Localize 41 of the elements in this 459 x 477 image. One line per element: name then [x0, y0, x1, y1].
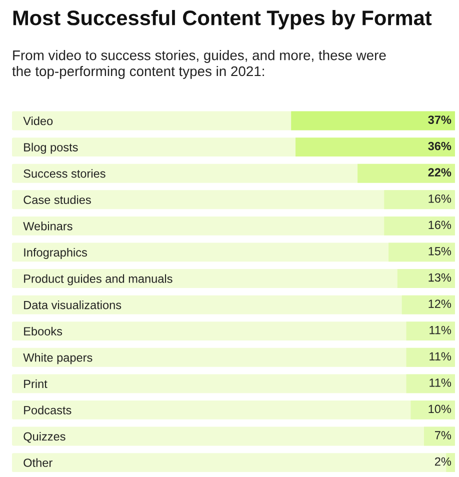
bar	[406, 322, 455, 341]
chart-title: Most Successful Content Types by Format	[13, 10, 432, 30]
bar	[384, 190, 455, 210]
bar	[384, 216, 455, 236]
data-label: 37%	[428, 116, 452, 124]
bar	[388, 242, 455, 262]
data-label: 13%	[428, 273, 452, 282]
data-label: 16%	[428, 220, 452, 230]
y-tick-label: Quizzes	[24, 432, 66, 443]
data-label: 15%	[428, 247, 452, 256]
y-tick-label: Webinars	[23, 222, 72, 230]
y-tick-label: Success stories	[24, 169, 106, 178]
y-tick-label: Ebooks	[24, 326, 62, 336]
y-tick-label: Product guides and manuals	[24, 274, 172, 286]
data-label: 36%	[428, 142, 452, 150]
bar	[402, 295, 455, 314]
bar	[406, 348, 455, 367]
y-tick-label: Data visualizations	[24, 300, 122, 310]
bar	[358, 164, 455, 183]
y-tick-label: Infographics	[24, 248, 87, 259]
y-tick-label: White papers	[23, 353, 92, 364]
data-label: 7%	[435, 431, 452, 440]
y-tick-label: Video	[23, 116, 53, 126]
y-tick-label: Other	[24, 458, 52, 467]
data-label: 11%	[430, 378, 452, 387]
data-label: 10%	[428, 404, 452, 414]
data-label: 11%	[430, 352, 452, 361]
bar	[410, 400, 455, 420]
y-tick-label: Blog posts	[24, 142, 78, 154]
y-tick-label: Podcasts	[24, 406, 72, 414]
y-tick-label: Case studies	[24, 195, 91, 204]
chart-subtitle: From video to success stories, guides, and more, these were the top-performing content types in 2021:	[12, 50, 386, 79]
data-label: 2%	[434, 457, 452, 466]
bar	[424, 426, 455, 446]
data-label: 11%	[430, 326, 452, 334]
bar	[397, 269, 455, 288]
data-label: 16%	[428, 194, 452, 203]
data-label: 12%	[428, 300, 452, 308]
y-tick-label: Print	[24, 379, 48, 388]
bar	[406, 374, 455, 394]
data-label: 22%	[428, 168, 452, 176]
